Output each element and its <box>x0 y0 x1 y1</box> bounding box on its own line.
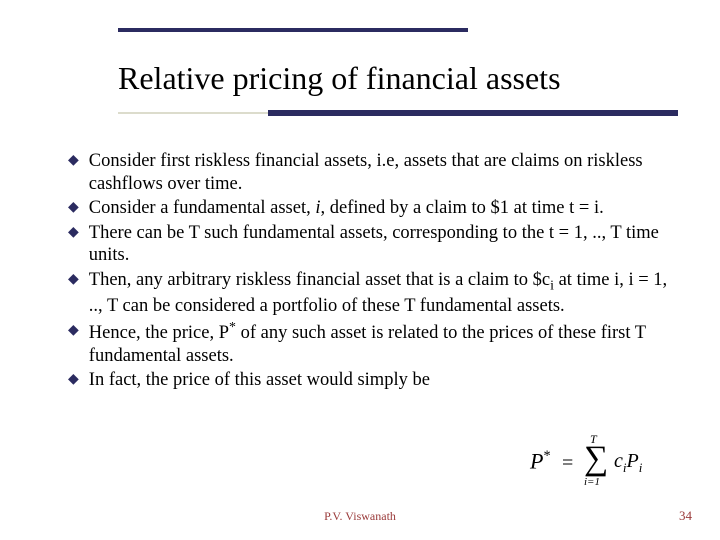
list-item: ◆ Hence, the price, P* of any such asset… <box>68 320 678 367</box>
formula-sigma-bottom: i=1 <box>584 476 600 488</box>
formula-eq: = <box>562 452 573 475</box>
list-item: ◆ In fact, the price of this asset would… <box>68 369 678 392</box>
bullet-icon: ◆ <box>68 373 79 387</box>
list-item: ◆ Consider a fundamental asset, i, defin… <box>68 197 678 220</box>
formula-rhs: ciPi <box>614 450 642 476</box>
formula-p-sub: i <box>639 460 643 475</box>
list-item: ◆ There can be T such fundamental assets… <box>68 222 678 267</box>
title-underline-thick <box>268 110 678 116</box>
formula-lhs-star: * <box>543 448 550 464</box>
bullet-icon: ◆ <box>68 324 79 338</box>
footer-author: P.V. Viswanath <box>0 509 720 524</box>
sigma-icon: ∑ <box>584 442 608 476</box>
bullet-text: There can be T such fundamental assets, … <box>89 222 678 267</box>
formula: P* = T ∑ i=1 ciPi <box>528 434 678 492</box>
footer-page-number: 34 <box>679 508 692 524</box>
bullet-icon: ◆ <box>68 226 79 240</box>
formula-p: P <box>627 450 639 472</box>
bullet-text: Consider first riskless financial assets… <box>89 150 678 195</box>
title-underline <box>118 110 678 120</box>
bullet-text: Then, any arbitrary riskless financial a… <box>89 269 678 318</box>
bullet-icon: ◆ <box>68 154 79 168</box>
formula-lhs: P* <box>530 448 551 474</box>
bullet-text: In fact, the price of this asset would s… <box>89 369 489 392</box>
bullet-text: Consider a fundamental asset, i, defined… <box>89 197 678 220</box>
formula-c: c <box>614 450 623 472</box>
bullet-icon: ◆ <box>68 273 79 287</box>
list-item: ◆ Then, any arbitrary riskless financial… <box>68 269 678 318</box>
page-title: Relative pricing of financial assets <box>118 60 561 97</box>
formula-lhs-p: P <box>530 448 543 473</box>
top-accent-rule <box>118 28 468 32</box>
list-item: ◆ Consider first riskless financial asse… <box>68 150 678 195</box>
bullet-list: ◆ Consider first riskless financial asse… <box>68 150 678 394</box>
bullet-icon: ◆ <box>68 201 79 215</box>
bullet-text: Hence, the price, P* of any such asset i… <box>89 320 678 367</box>
